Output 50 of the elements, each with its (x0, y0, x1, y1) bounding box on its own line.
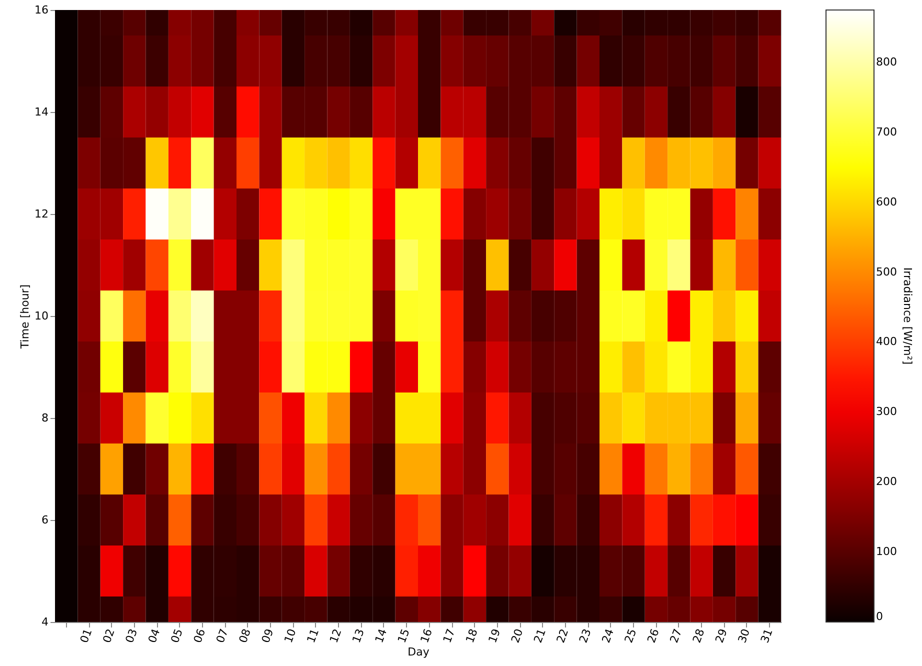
color-bar-label: 0 (876, 610, 883, 623)
x-tick-label: 23 (576, 627, 594, 645)
x-tick-label: 10 (282, 627, 299, 645)
color-bar-label: 800 (876, 55, 897, 68)
y-tick-label: 10 (34, 310, 48, 322)
x-tick-label: 19 (486, 627, 504, 645)
x-tick-label: 30 (736, 627, 753, 645)
x-tick-label: 15 (395, 627, 412, 645)
y-tick-label: 4 (42, 616, 48, 628)
color-bar-label: 700 (876, 125, 897, 138)
y-axis-title: Time [hour] (18, 284, 32, 350)
x-tick-label: 09 (259, 627, 276, 645)
x-tick-label: 27 (668, 627, 685, 645)
color-bar-label: 300 (876, 405, 897, 418)
x-tick-label: 12 (327, 627, 344, 645)
y-tick-label: 12 (34, 208, 48, 220)
x-tick-label: 07 (214, 627, 231, 645)
x-tick-label: 17 (440, 627, 458, 645)
x-tick-label: 06 (191, 627, 208, 645)
y-tick-label: 14 (34, 106, 48, 118)
x-tick-label: 05 (168, 627, 186, 645)
x-tick-label: 26 (644, 627, 662, 645)
color-bar-label: 100 (876, 545, 897, 558)
x-tick-label: 11 (304, 627, 322, 645)
x-tick-label: 20 (508, 627, 526, 645)
color-bar-label: 400 (876, 335, 897, 348)
x-tick-label: 22 (554, 627, 572, 645)
y-tick-label: 6 (42, 514, 48, 526)
x-tick-label: 02 (100, 627, 118, 645)
x-tick-label: 31 (758, 627, 776, 645)
x-tick-label: 04 (146, 627, 163, 645)
x-tick-label: 18 (463, 627, 480, 645)
y-tick-label: 8 (42, 412, 48, 424)
color-bar-label: 500 (876, 265, 897, 278)
color-bar-label: 600 (876, 195, 897, 208)
x-tick-label: 03 (123, 627, 140, 645)
x-tick-label: 21 (531, 627, 548, 645)
x-tick-label: 16 (418, 627, 435, 645)
x-tick-label: 14 (372, 627, 390, 645)
x-tick-label: 29 (712, 627, 730, 645)
x-tick-label: 01 (78, 627, 95, 645)
color-bar-label: 200 (876, 475, 897, 488)
x-tick-label: 28 (690, 627, 708, 645)
x-axis-title: Day (408, 645, 430, 658)
x-tick-label: 25 (622, 627, 640, 645)
x-tick-label: 13 (350, 627, 367, 645)
x-tick-label: 08 (236, 627, 254, 645)
x-tick-label: 24 (599, 627, 616, 645)
color-bar-title: Irradiance [W/m²] (901, 267, 914, 365)
y-tick-label: 16 (34, 4, 48, 16)
